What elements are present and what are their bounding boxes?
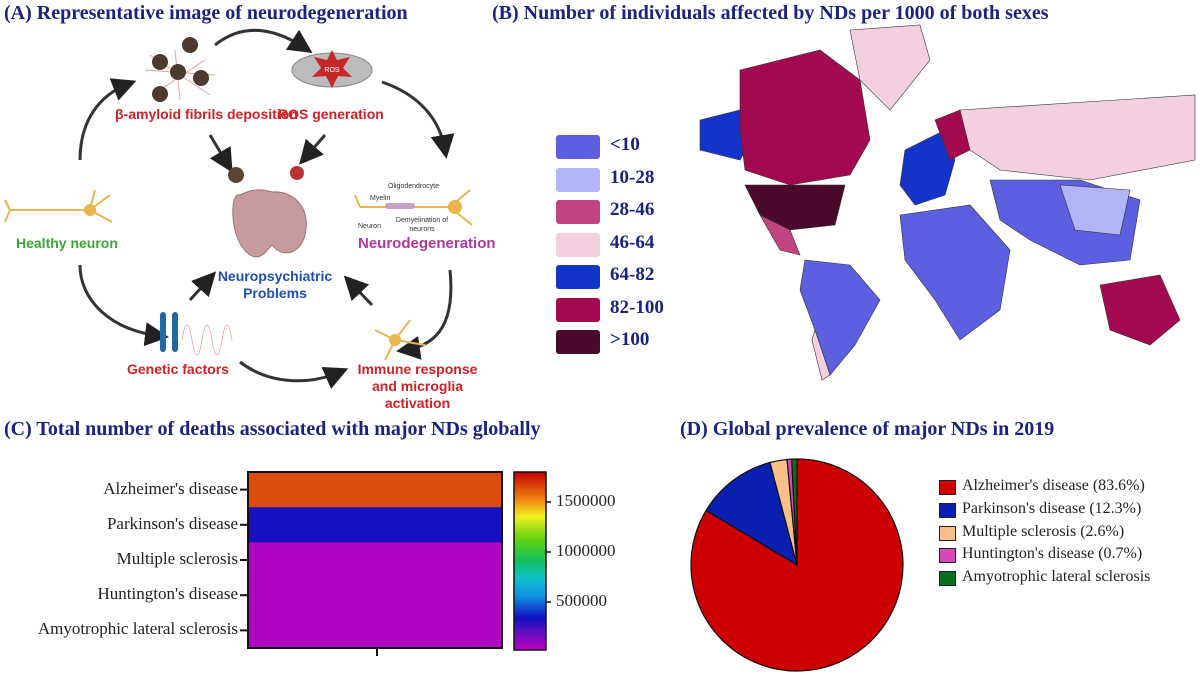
oligodendrocyte-label: Oligodendrocyte — [388, 183, 439, 190]
legend-swatch — [939, 502, 956, 518]
neurodegeneration-label: Neurodegeneration — [358, 235, 496, 252]
legend-label: Amyotrophic lateral sclerosis — [962, 568, 1151, 586]
colorbar-tick-label: 1000000 — [556, 541, 616, 560]
svg-text:ROS: ROS — [324, 67, 340, 74]
region-china — [1059, 184, 1131, 236]
world-map — [699, 24, 1196, 381]
demyelination-label: Demyelination of neurons — [395, 217, 449, 233]
y-tick-label: Alzheimer's disease — [103, 478, 238, 498]
legend-swatch — [556, 200, 600, 224]
colorbar-tick-label: 1500000 — [556, 491, 616, 510]
neuropsychiatric-label: Neuropsychiatric Problems — [217, 268, 333, 301]
legend-swatch — [556, 232, 600, 257]
chromosome-icon — [160, 312, 178, 352]
legend-swatch — [939, 480, 956, 495]
healthy-neuron-label: Healthy neuron — [16, 235, 118, 251]
healthy-neuron-icon — [4, 189, 113, 223]
y-tick-label: Parkinson's disease — [106, 513, 238, 533]
heatmap-cell — [248, 542, 502, 579]
panel-c-title: (C) Total number of deaths associated wi… — [4, 418, 541, 440]
heatmap-cell — [248, 472, 502, 508]
mitochondria-ros-icon: ROS — [291, 50, 373, 88]
brain-icon — [232, 189, 307, 258]
legend-swatch — [556, 297, 600, 322]
legend-label: Alzheimer's disease (83.6%) — [962, 477, 1145, 494]
plaque-icon — [228, 167, 244, 183]
region-australia — [1099, 274, 1181, 346]
legend-swatch — [556, 330, 600, 354]
y-tick-label: Amyotrophic lateral sclerosis — [37, 619, 238, 639]
legend-label: >100 — [610, 329, 650, 350]
legend-label: 28-46 — [610, 199, 655, 220]
legend-label: Parkinson's disease (12.3%) — [962, 499, 1142, 517]
legend-label: <10 — [610, 134, 640, 155]
y-tick-label: Huntington's disease — [97, 584, 238, 604]
arrow — [78, 78, 137, 161]
legend-label: Multiple sclerosis (2.6%) — [962, 522, 1125, 540]
microglia-icon — [374, 319, 426, 361]
amyloid-plaques-icon — [144, 37, 216, 102]
region-russia — [959, 94, 1196, 181]
immune-label: Immune response and microglia activation — [357, 361, 478, 411]
y-tick-label: Multiple sclerosis — [116, 549, 238, 568]
pie-slice — [705, 461, 798, 567]
genetic-label: Genetic factors — [127, 361, 229, 377]
neuron-label: Neuron — [358, 223, 381, 230]
heatmap-cell — [248, 612, 502, 649]
ros-label: ROS generation — [278, 106, 384, 122]
amyloid-label: β-amyloid fibrils deposition — [115, 106, 298, 122]
legend-label: 82-100 — [610, 296, 664, 318]
panel-a-title: (A) Representative image of neurodegener… — [4, 2, 408, 24]
legend-swatch — [556, 265, 600, 289]
region-mexico — [759, 214, 801, 256]
region-chile — [811, 329, 831, 381]
region-south-america — [799, 259, 881, 376]
myelin-label: Myelin — [370, 195, 391, 202]
superoxide-icon — [290, 166, 304, 180]
dna-icon — [181, 324, 233, 356]
pie-slice — [791, 458, 798, 566]
colorbar — [513, 471, 547, 651]
region-usa — [744, 184, 846, 231]
heatmap-frame — [247, 471, 503, 649]
panel-b-title: (B) Number of individuals affected by ND… — [492, 2, 1049, 24]
panel-d-title: (D) Global prevalence of major NDs in 20… — [680, 418, 1055, 440]
legend-label: Huntington's disease (0.7%) — [962, 545, 1143, 563]
region-canada — [739, 49, 871, 186]
heatmap-cell — [248, 577, 502, 614]
legend-label: 10-28 — [610, 166, 655, 188]
legend-swatch — [556, 167, 600, 192]
heatmap-cell — [248, 507, 502, 543]
region-greenland — [849, 24, 931, 111]
legend-swatch — [939, 571, 956, 587]
neurodegeneration-diagram: ROS — [4, 28, 473, 389]
legend-swatch — [939, 548, 956, 564]
legend-swatch — [556, 135, 600, 159]
heatmap-chart — [240, 471, 551, 656]
legend-label: 64-82 — [610, 264, 655, 285]
legend-swatch — [939, 525, 956, 541]
region-africa — [899, 204, 1011, 341]
colorbar-tick-label: 500000 — [556, 591, 607, 610]
legend-label: 46-64 — [610, 231, 655, 253]
